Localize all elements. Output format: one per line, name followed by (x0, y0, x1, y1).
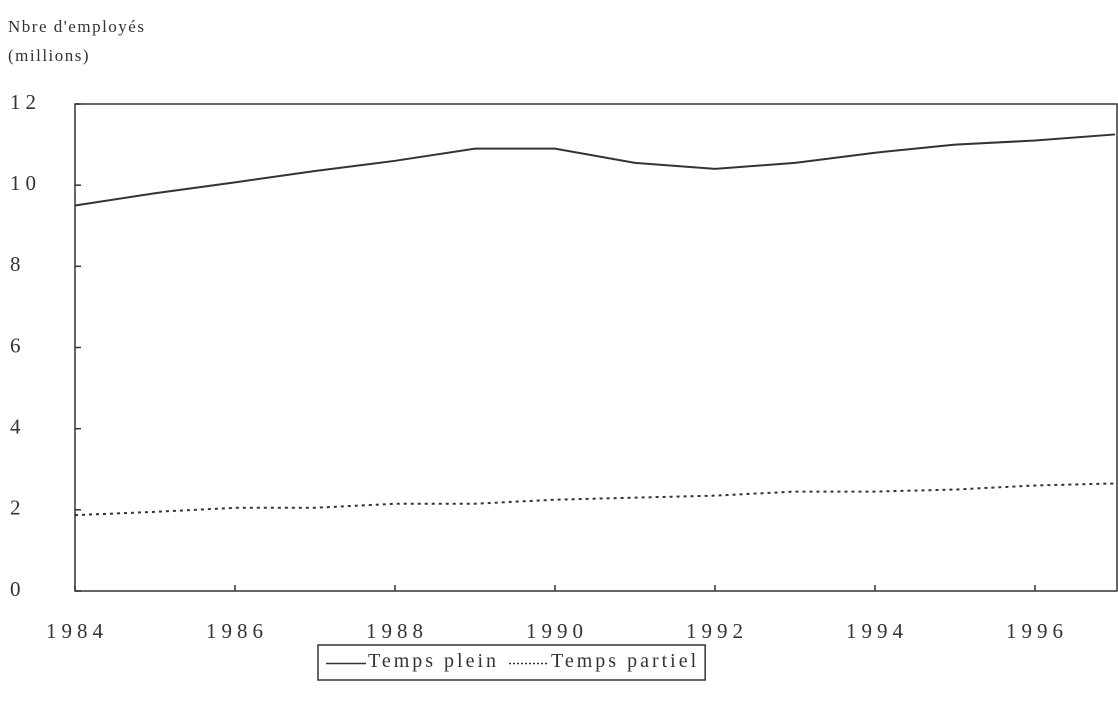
y-tick-label: 4 (10, 414, 26, 438)
series-line (74, 482, 1116, 517)
x-tick-label: 1990 (526, 619, 588, 643)
legend-box (317, 644, 706, 681)
y-tick-label: 8 (10, 252, 26, 276)
x-tick-label: 1996 (1006, 619, 1068, 643)
y-tick-label: 0 (10, 577, 26, 601)
x-tick-label: 1986 (206, 619, 268, 643)
x-tick-label: 1984 (46, 619, 108, 643)
y-tick-label: 10 (10, 171, 41, 195)
x-tick-label: 1992 (686, 619, 748, 643)
plot-frame (74, 103, 1118, 592)
y-tick-label: 6 (10, 333, 26, 357)
x-tick-label: 1994 (846, 619, 908, 643)
y-axis-label: Nbre d'employés (8, 17, 145, 36)
legend-label: Temps partiel (551, 650, 699, 672)
x-tick-label: 1988 (366, 619, 428, 643)
y-axis-label: (millions) (8, 46, 90, 65)
y-tick-label: 12 (10, 90, 41, 114)
legend-label: Temps plein (368, 650, 499, 672)
y-tick-label: 2 (10, 496, 26, 520)
series-line (74, 133, 1116, 207)
